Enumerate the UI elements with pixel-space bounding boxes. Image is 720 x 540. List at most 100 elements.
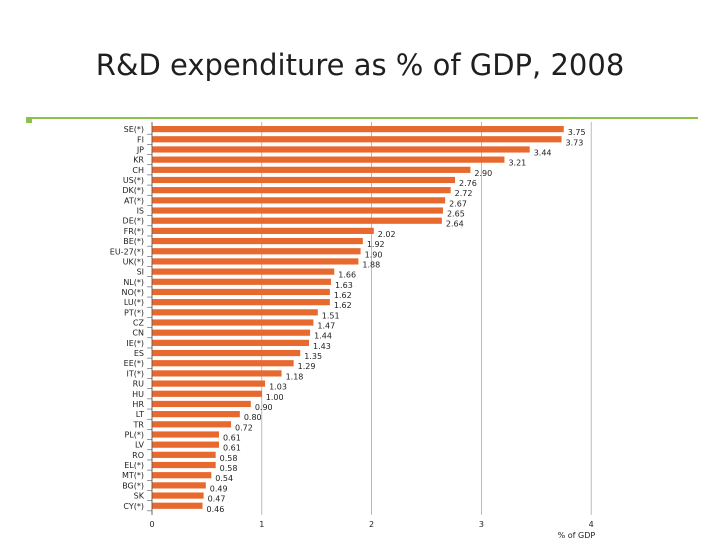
value-label-LU(*): 1.62 — [334, 301, 352, 310]
bar-SI — [152, 268, 335, 275]
bar-KR — [152, 156, 505, 163]
bar-EL(*) — [152, 461, 216, 469]
bar-US(*) — [152, 176, 456, 184]
category-label-LT: LT — [136, 410, 144, 419]
value-label-PL(*): 0.61 — [223, 433, 241, 442]
bar-NO(*) — [152, 288, 330, 296]
bar-SK — [152, 492, 204, 499]
value-label-DE(*): 2.64 — [446, 220, 464, 229]
value-label-BG(*): 0.49 — [210, 484, 228, 493]
x-tick-label-1: 1 — [259, 520, 264, 529]
value-label-FI: 3.73 — [566, 138, 584, 147]
value-label-PT(*): 1.51 — [322, 311, 340, 320]
bar-IS — [152, 207, 443, 214]
bar-MT(*) — [152, 472, 212, 479]
bar-JP — [152, 146, 530, 153]
value-label-NO(*): 1.62 — [334, 291, 352, 300]
chart-title: R&D expenditure as % of GDP, 2008 — [95, 48, 625, 82]
category-label-HR: HR — [132, 400, 144, 409]
category-label-CZ: CZ — [133, 319, 145, 328]
x-tick-label-2: 2 — [369, 520, 374, 529]
category-label-SE(*): SE(*) — [124, 125, 144, 134]
value-label-LV: 0.61 — [223, 444, 241, 453]
bar-BE(*) — [152, 237, 363, 245]
bar-LT — [152, 411, 240, 418]
bar-IT(*) — [152, 370, 282, 377]
title-divider — [26, 117, 698, 119]
bar-TR — [152, 421, 232, 428]
category-label-JP: JP — [136, 145, 144, 154]
value-label-EU-27(*): 1.90 — [365, 250, 383, 259]
value-label-CH: 2.90 — [474, 169, 492, 178]
category-label-RO: RO — [132, 451, 144, 460]
value-label-CY(*): 0.46 — [207, 505, 225, 514]
category-label-TR: TR — [133, 420, 145, 429]
bar-LV — [152, 441, 219, 448]
category-label-PL(*): PL(*) — [124, 430, 144, 439]
value-label-EE(*): 1.29 — [298, 362, 316, 371]
category-label-CH: CH — [132, 166, 144, 175]
axis-layer: 0 1 2 3 4 % of GDP — [147, 122, 595, 540]
value-label-SI: 1.66 — [338, 271, 356, 280]
category-label-CY(*): CY(*) — [123, 502, 144, 511]
category-label-MT(*): MT(*) — [122, 471, 144, 480]
value-label-RU: 1.03 — [269, 383, 287, 392]
value-label-EL(*): 0.58 — [220, 464, 238, 473]
category-label-KR: KR — [133, 156, 144, 165]
bar-CN — [152, 329, 311, 336]
value-label-KR: 3.21 — [508, 159, 526, 168]
label-layer: SE(*) 3.75 FI 3.73 JP 3.44 KR 3.21 CH 2.90 US(*) 2.… — [110, 125, 586, 514]
value-label-HU: 1.00 — [266, 393, 284, 402]
value-label-RO: 0.58 — [220, 454, 238, 463]
value-label-DK(*): 2.72 — [455, 189, 473, 198]
value-label-US(*): 2.76 — [459, 179, 477, 188]
bar-PT(*) — [152, 309, 318, 316]
category-label-RU: RU — [133, 380, 145, 389]
category-label-ES: ES — [134, 349, 144, 358]
x-tick-label-3: 3 — [479, 520, 484, 529]
category-label-SI: SI — [137, 268, 144, 277]
bar-layer — [152, 125, 564, 509]
category-label-HU: HU — [132, 390, 144, 399]
category-label-IE(*): IE(*) — [126, 339, 144, 348]
value-label-ES: 1.35 — [304, 352, 322, 361]
bar-FI — [152, 136, 562, 143]
value-label-CZ: 1.47 — [317, 322, 335, 331]
bar-UK(*) — [152, 258, 359, 265]
category-label-AT(*): AT(*) — [124, 196, 144, 205]
bar-EE(*) — [152, 360, 294, 367]
category-label-LV: LV — [135, 441, 145, 450]
bar-BG(*) — [152, 482, 206, 489]
value-label-IT(*): 1.18 — [286, 372, 304, 381]
value-label-AT(*): 2.67 — [449, 199, 467, 208]
category-label-SK: SK — [134, 492, 145, 501]
value-label-BE(*): 1.92 — [367, 240, 385, 249]
category-label-PT(*): PT(*) — [124, 308, 144, 317]
category-label-EL(*): EL(*) — [124, 461, 144, 470]
value-label-HR: 0.90 — [255, 403, 273, 412]
category-label-US(*): US(*) — [123, 176, 144, 185]
value-label-JP: 3.44 — [534, 148, 552, 157]
bar-FR(*) — [152, 227, 374, 234]
title-divider-dot — [26, 117, 32, 123]
category-label-IS: IS — [137, 207, 144, 216]
category-label-IT(*): IT(*) — [127, 369, 145, 378]
bar-EU-27(*) — [152, 248, 361, 255]
value-label-FR(*): 2.02 — [378, 230, 396, 239]
value-label-SE(*): 3.75 — [568, 128, 586, 137]
bar-CZ — [152, 319, 314, 326]
category-label-DE(*): DE(*) — [123, 217, 144, 226]
x-axis-title: % of GDP — [558, 531, 596, 540]
category-label-EU-27(*): EU-27(*) — [110, 247, 144, 256]
category-label-DK(*): DK(*) — [122, 186, 144, 195]
bar-LU(*) — [152, 299, 330, 306]
value-label-TR: 0.72 — [235, 423, 253, 432]
bar-NL(*) — [152, 278, 331, 285]
value-label-MT(*): 0.54 — [215, 474, 233, 483]
bar-SE(*) — [152, 125, 564, 133]
category-label-UK(*): UK(*) — [123, 257, 144, 266]
category-label-CN: CN — [132, 329, 144, 338]
value-label-LT: 0.80 — [244, 413, 262, 422]
category-label-BG(*): BG(*) — [122, 481, 144, 490]
